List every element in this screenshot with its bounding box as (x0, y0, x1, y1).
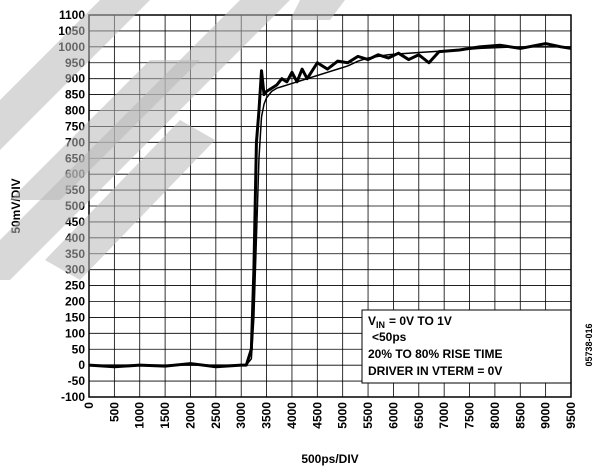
y-tick-label: 150 (65, 310, 85, 324)
y-tick-label: 100 (65, 326, 85, 340)
y-tick-label: 0 (78, 358, 85, 372)
x-tick-label: 500 (107, 402, 121, 422)
x-tick-label: 0 (82, 402, 96, 409)
y-tick-label: -100 (61, 390, 85, 404)
watermark-stripe (0, 0, 150, 150)
annotation: <50ps (372, 330, 407, 344)
figure-code: 05738-016 (584, 323, 594, 366)
y-tick-label: 200 (65, 295, 85, 309)
x-tick-label: 7500 (463, 402, 477, 429)
annotation-part: = 0V TO 1V (389, 314, 452, 328)
x-tick-label: 1000 (133, 402, 147, 429)
x-axis-label: 500ps/DIV (301, 452, 358, 466)
x-tick-label: 9000 (539, 402, 553, 429)
y-tick-label: 250 (65, 279, 85, 293)
y-tick-label: -50 (68, 374, 86, 388)
watermark-stripe (290, 0, 345, 20)
x-tick-label: 5000 (336, 402, 350, 429)
y-tick-label: 800 (65, 104, 85, 118)
x-tick-label: 9500 (564, 402, 578, 429)
x-tick-label: 8500 (513, 402, 527, 429)
annotation: DRIVER IN VTERM = 0V (368, 364, 502, 378)
x-tick-label: 7000 (437, 402, 451, 429)
x-tick-label: 2000 (183, 402, 197, 429)
series-line (89, 46, 571, 366)
annotation: VIN = 0V TO 1V (368, 314, 452, 330)
y-tick-label: 1100 (59, 8, 85, 22)
x-tick-label: 1500 (158, 402, 172, 429)
y-tick-label: 850 (65, 88, 85, 102)
x-tick-label: 3500 (260, 402, 274, 429)
x-tick-label: 4000 (285, 402, 299, 429)
x-tick-label: 8000 (488, 402, 502, 429)
x-tick-label: 3000 (234, 402, 248, 429)
annotation-box (361, 309, 572, 384)
x-tick-label: 2500 (209, 402, 223, 429)
x-tick-label: 5500 (361, 402, 375, 429)
watermark-stripe (10, 60, 200, 200)
watermark-stripe (0, 0, 290, 280)
y-tick-label: 50 (72, 342, 86, 356)
x-tick-label: 4500 (310, 402, 324, 429)
annotation-part: V (368, 314, 376, 328)
watermark (0, 0, 345, 280)
annotation: 20% TO 80% RISE TIME (368, 347, 503, 361)
watermark-stripe (45, 120, 215, 280)
x-tick-label: 6000 (386, 402, 400, 429)
x-tick-label: 6500 (412, 402, 426, 429)
annotation-subscript: IN (376, 320, 385, 330)
